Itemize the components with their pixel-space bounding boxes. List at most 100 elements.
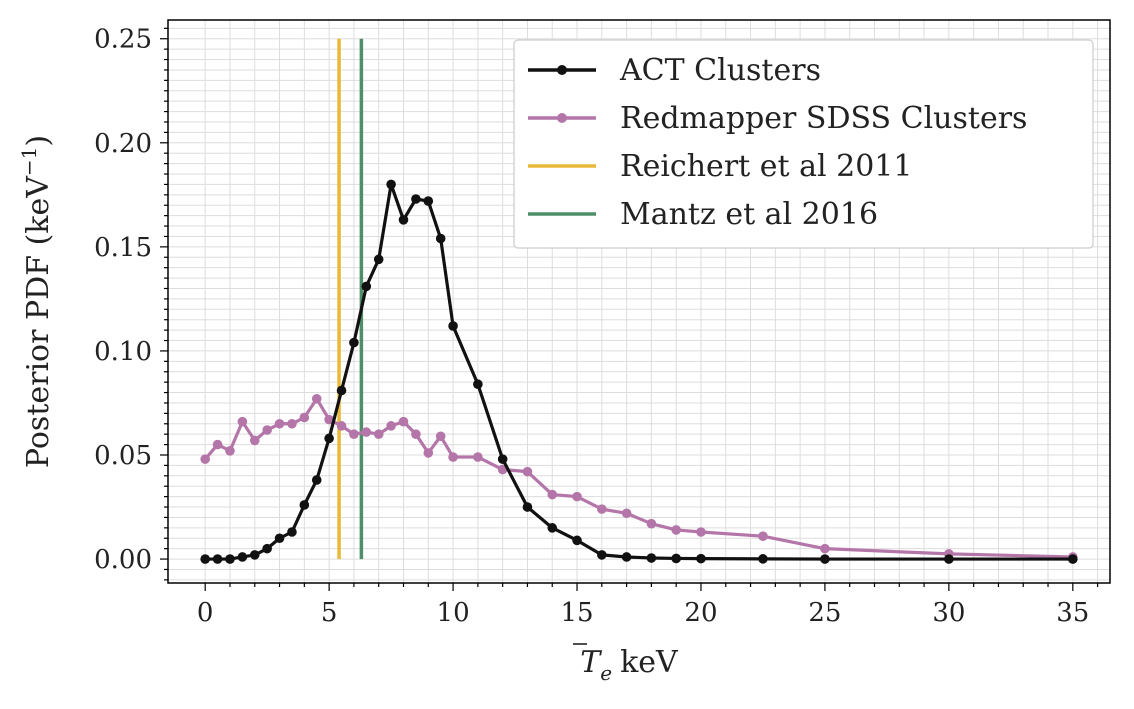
vertical-lines	[337, 38, 364, 560]
legend-marker-redmapper-sdss-clusters	[557, 113, 567, 123]
series-line-redmapper-sdss-clusters	[203, 397, 1073, 559]
legend-label-redmapper-sdss-clusters: Redmapper SDSS Clusters	[620, 101, 1027, 136]
data-point-act-clusters	[597, 550, 607, 560]
legend-label-mantz-et-al-2016: Mantz et al 2016	[620, 197, 878, 232]
data-point-act-clusters	[262, 543, 272, 554]
data-point-act-clusters	[522, 502, 533, 512]
data-point-act-clusters	[212, 554, 223, 564]
data-point-redmapper-sdss-clusters	[237, 416, 248, 427]
data-point-redmapper-sdss-clusters	[274, 418, 285, 429]
data-point-redmapper-sdss-clusters	[386, 421, 396, 431]
data-point-redmapper-sdss-clusters	[621, 508, 632, 519]
data-point-redmapper-sdss-clusters	[671, 525, 681, 535]
data-point-act-clusters	[274, 533, 285, 544]
data-point-redmapper-sdss-clusters	[262, 425, 272, 435]
data-point-act-clusters	[200, 554, 210, 564]
y-tick-label: 0.05	[94, 441, 152, 471]
data-point-redmapper-sdss-clusters	[212, 439, 223, 450]
data-point-redmapper-sdss-clusters	[311, 394, 322, 404]
data-point-redmapper-sdss-clusters	[758, 531, 768, 541]
data-point-redmapper-sdss-clusters	[547, 489, 558, 500]
y-tick-label: 0.10	[94, 337, 152, 367]
data-point-act-clusters	[671, 553, 681, 564]
legend: ACT Clusters Redmapper SDSS Clusters Reich…	[513, 39, 1094, 249]
data-point-redmapper-sdss-clusters	[696, 527, 706, 537]
data-point-act-clusters	[820, 554, 830, 564]
data-point-act-clusters	[349, 337, 359, 348]
data-point-redmapper-sdss-clusters	[349, 429, 359, 439]
data-point-act-clusters	[361, 281, 372, 292]
axis-ticks: 0 5 10 15 20 25 30 35 0.00 0.05 0.10 0.15 0.20 0.25	[94, 25, 1099, 628]
data-point-act-clusters	[287, 527, 297, 537]
data-point-act-clusters	[324, 433, 334, 444]
plot-frame	[167, 19, 1111, 584]
data-point-act-clusters	[473, 379, 483, 390]
x-tick-label: 15	[560, 598, 593, 628]
y-tick-label: 0.00	[94, 545, 152, 575]
legend-box	[513, 39, 1094, 249]
data-point-act-clusters	[646, 553, 657, 563]
data-point-act-clusters	[225, 554, 235, 564]
y-tick-label: 0.15	[94, 233, 152, 263]
data-point-act-clusters	[435, 233, 446, 244]
legend-items: ACT Clusters Redmapper SDSS Clusters Reich…	[528, 53, 1027, 232]
data-point-act-clusters	[398, 215, 409, 225]
data-point-redmapper-sdss-clusters	[249, 435, 260, 446]
x-tick-label: 30	[932, 598, 965, 628]
data-point-redmapper-sdss-clusters	[448, 452, 458, 462]
data-point-redmapper-sdss-clusters	[646, 518, 657, 529]
x-tick-label: 0	[197, 598, 214, 628]
data-point-redmapper-sdss-clusters	[435, 431, 446, 442]
data-point-redmapper-sdss-clusters	[361, 427, 372, 437]
legend-label-reichert-et-al-2011: Reichert et al 2011	[620, 149, 912, 184]
data-point-act-clusters	[572, 535, 582, 546]
data-point-act-clusters	[299, 500, 310, 510]
x-tick-label: 5	[321, 598, 338, 628]
x-axis-label: Te keV	[580, 645, 679, 685]
data-point-redmapper-sdss-clusters	[287, 418, 297, 429]
data-point-act-clusters	[373, 254, 384, 265]
data-point-redmapper-sdss-clusters	[336, 421, 347, 431]
series-redmapper-sdss-clusters	[200, 394, 1078, 562]
series-act-clusters	[200, 179, 1078, 564]
data-point-redmapper-sdss-clusters	[299, 412, 310, 423]
data-point-act-clusters	[336, 385, 347, 396]
data-point-redmapper-sdss-clusters	[398, 416, 409, 427]
data-point-redmapper-sdss-clusters	[522, 466, 533, 477]
data-point-act-clusters	[944, 554, 954, 564]
data-point-act-clusters	[1068, 554, 1078, 564]
data-point-act-clusters	[249, 550, 260, 560]
y-axis-label: Posterior PDF (keV−1)	[17, 135, 56, 468]
data-point-act-clusters	[411, 194, 421, 204]
data-point-redmapper-sdss-clusters	[597, 504, 607, 514]
data-point-act-clusters	[311, 475, 322, 485]
y-tick-label: 0.25	[94, 25, 152, 55]
data-point-act-clusters	[621, 552, 632, 562]
data-point-act-clusters	[696, 553, 706, 564]
data-point-act-clusters	[497, 454, 508, 464]
data-point-redmapper-sdss-clusters	[423, 448, 434, 458]
data-point-act-clusters	[448, 321, 458, 331]
data-point-redmapper-sdss-clusters	[572, 491, 582, 502]
data-point-redmapper-sdss-clusters	[200, 454, 210, 464]
x-tick-label: 35	[1056, 598, 1089, 628]
legend-marker-act-clusters	[557, 65, 567, 75]
x-tick-label: 10	[437, 598, 470, 628]
data-point-redmapper-sdss-clusters	[225, 446, 235, 456]
legend-label-act-clusters: ACT Clusters	[619, 53, 821, 88]
data-point-act-clusters	[386, 179, 396, 190]
data-point-act-clusters	[758, 554, 768, 564]
data-point-act-clusters	[423, 196, 434, 206]
y-tick-label: 0.20	[94, 129, 152, 159]
data-point-redmapper-sdss-clusters	[324, 414, 334, 425]
data-point-redmapper-sdss-clusters	[411, 429, 421, 439]
data-point-redmapper-sdss-clusters	[473, 452, 483, 462]
x-tick-label: 25	[808, 598, 841, 628]
data-point-redmapper-sdss-clusters	[373, 429, 384, 439]
data-point-act-clusters	[547, 523, 558, 533]
data-series	[200, 179, 1078, 564]
x-tick-label: 20	[684, 598, 717, 628]
data-point-act-clusters	[237, 552, 248, 562]
